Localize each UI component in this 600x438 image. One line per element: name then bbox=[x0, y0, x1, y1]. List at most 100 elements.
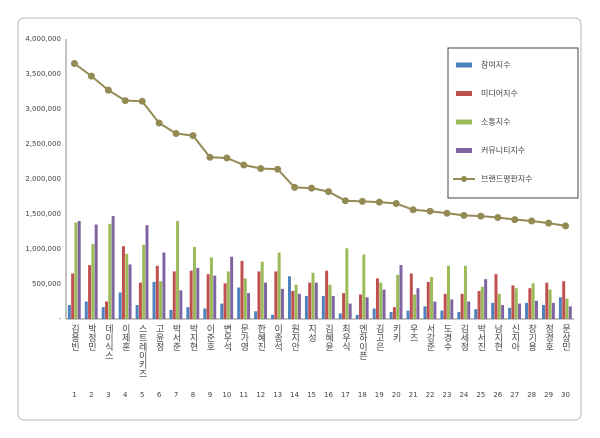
line-point bbox=[291, 183, 299, 191]
bar bbox=[362, 254, 366, 319]
bar bbox=[237, 287, 241, 319]
line-point bbox=[494, 214, 502, 221]
bar bbox=[280, 288, 284, 319]
x-tick-label: 박서진 bbox=[475, 324, 485, 351]
x-tick-label: 키키 bbox=[391, 324, 401, 343]
x-tick-label: 이종석 bbox=[272, 324, 282, 352]
line-point bbox=[358, 197, 366, 205]
bar bbox=[243, 278, 247, 319]
bar bbox=[348, 303, 352, 319]
bar bbox=[247, 293, 251, 319]
bar bbox=[534, 300, 538, 319]
line-point bbox=[223, 154, 231, 162]
bar bbox=[474, 309, 478, 319]
bar bbox=[94, 224, 98, 319]
line-point bbox=[155, 119, 163, 127]
x-tick-label: 도경수 bbox=[442, 324, 452, 352]
line-point bbox=[308, 184, 316, 192]
x-tick-label: 변우석 bbox=[221, 324, 231, 352]
line-point bbox=[172, 130, 180, 137]
bar bbox=[189, 270, 193, 319]
bar bbox=[497, 293, 501, 319]
bar bbox=[525, 302, 529, 319]
bar bbox=[220, 303, 224, 319]
bar bbox=[480, 286, 484, 319]
bar bbox=[176, 221, 180, 319]
line-point bbox=[257, 165, 265, 172]
y-tick-label: 3,500,000 bbox=[25, 70, 61, 78]
bar bbox=[74, 222, 78, 319]
rank-label: 2 bbox=[89, 391, 93, 399]
legend-label: 커뮤니티지수 bbox=[481, 145, 525, 155]
rank-label: 30 bbox=[561, 391, 570, 399]
bar bbox=[260, 261, 264, 319]
bar bbox=[545, 282, 549, 319]
bar bbox=[257, 271, 261, 319]
rank-label: 27 bbox=[510, 391, 519, 399]
bar bbox=[311, 272, 315, 319]
bar bbox=[565, 298, 569, 319]
line-point bbox=[477, 212, 485, 220]
bar bbox=[91, 244, 95, 319]
rank-label: 23 bbox=[443, 391, 452, 399]
bar bbox=[501, 305, 505, 319]
bar bbox=[145, 225, 149, 319]
bar bbox=[186, 307, 190, 319]
bar bbox=[118, 292, 122, 319]
line-point bbox=[375, 198, 383, 206]
rank-label: 1 bbox=[72, 391, 76, 399]
bar bbox=[111, 216, 115, 319]
x-tick-label: 우즈 bbox=[408, 324, 418, 342]
bar bbox=[551, 302, 555, 319]
bar bbox=[88, 265, 92, 319]
x-tick-label: 이제훈 bbox=[120, 324, 130, 351]
line-point bbox=[87, 72, 95, 80]
bar bbox=[447, 265, 450, 319]
bar bbox=[240, 260, 244, 319]
x-tick-label: 박서준 bbox=[171, 324, 181, 351]
bar bbox=[264, 282, 268, 319]
bar bbox=[416, 288, 420, 319]
rank-label: 26 bbox=[493, 391, 502, 399]
bar bbox=[125, 253, 129, 319]
x-tick-label: 신지아 bbox=[509, 324, 519, 352]
line-point bbox=[562, 222, 570, 230]
bar bbox=[548, 289, 552, 319]
bar bbox=[375, 278, 379, 319]
bar bbox=[359, 294, 363, 319]
y-tick-label: 2,500,000 bbox=[25, 140, 61, 148]
y-tick-label: 4,000,000 bbox=[25, 35, 61, 43]
bar bbox=[271, 314, 275, 319]
bar bbox=[372, 308, 376, 319]
bar bbox=[297, 293, 301, 319]
bar bbox=[460, 293, 464, 319]
rank-label: 6 bbox=[157, 391, 162, 399]
x-tick-label: 서강준 bbox=[425, 324, 435, 351]
bar bbox=[308, 282, 312, 319]
legend-label: 소통지수 bbox=[481, 118, 510, 127]
bar bbox=[491, 302, 495, 319]
line-point bbox=[138, 97, 146, 105]
bar bbox=[355, 314, 359, 319]
bar bbox=[287, 276, 291, 319]
rank-label: 17 bbox=[341, 391, 350, 399]
x-tick-label: 데이식스 bbox=[103, 324, 113, 360]
bar bbox=[514, 288, 518, 319]
bar bbox=[413, 294, 417, 319]
bar bbox=[558, 297, 562, 319]
bar bbox=[331, 295, 335, 319]
bar bbox=[433, 301, 437, 319]
bar bbox=[477, 291, 481, 319]
rank-label: 21 bbox=[409, 391, 418, 399]
line-point bbox=[206, 153, 214, 161]
bar bbox=[159, 281, 163, 319]
bar bbox=[169, 309, 173, 319]
rank-label: 19 bbox=[375, 391, 384, 399]
legend-swatch bbox=[456, 148, 472, 153]
bar bbox=[105, 301, 109, 319]
bar bbox=[508, 307, 512, 319]
rank-label: 29 bbox=[544, 391, 553, 399]
rank-label: 18 bbox=[358, 391, 367, 399]
line-point bbox=[409, 206, 417, 214]
